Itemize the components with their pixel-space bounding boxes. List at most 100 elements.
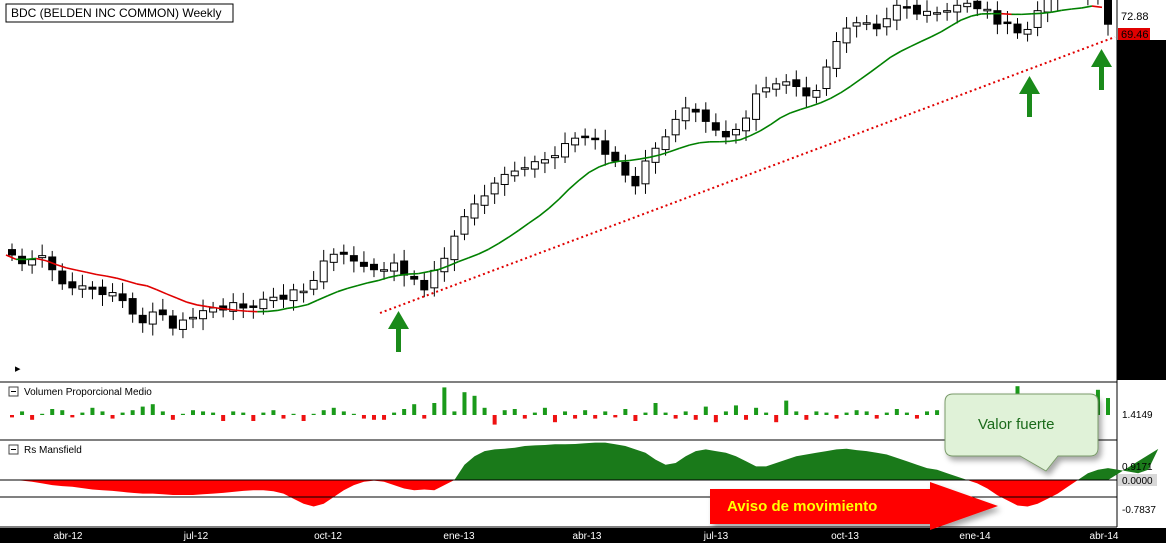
moving-average-segment (568, 179, 580, 190)
moving-average-segment (317, 295, 329, 301)
candle-body (993, 10, 1002, 25)
volume-bar (371, 415, 376, 420)
candle-body (661, 136, 670, 151)
volume-bar (914, 415, 919, 419)
candle-body (752, 93, 761, 120)
moving-average-segment (629, 158, 640, 162)
moving-average-segment (438, 265, 449, 271)
volume-bar (563, 411, 568, 415)
moving-average-segment (126, 280, 137, 285)
volume-bar (331, 407, 336, 415)
moving-average-segment (1081, 5, 1093, 9)
moving-average-segment (297, 303, 308, 308)
volume-bar (80, 412, 85, 415)
volume-bar (774, 415, 779, 423)
volume-bar (271, 410, 276, 415)
moving-average-segment (146, 285, 158, 291)
volume-bar (653, 403, 658, 415)
moving-average-segment (26, 257, 37, 261)
moving-average-segment (538, 207, 550, 217)
candle-body (912, 4, 921, 15)
volume-bar (522, 415, 527, 419)
candle-body (329, 253, 338, 263)
candle-body (259, 298, 268, 310)
volume-bar (532, 412, 537, 415)
volume-bar (784, 400, 789, 415)
moving-average-segment (649, 154, 660, 159)
moving-average-segment (287, 306, 298, 310)
volume-bar (422, 415, 427, 419)
moving-average-segment (890, 50, 902, 58)
ma-price-box (1118, 28, 1150, 40)
volume-bar (10, 415, 14, 418)
volume-bar (663, 412, 668, 415)
expand-toggle-icon[interactable]: ▸ (15, 363, 21, 375)
volume-bar (542, 407, 547, 415)
moving-average-segment (66, 267, 77, 271)
volume-bar (301, 415, 306, 421)
moving-average-segment (418, 270, 429, 275)
candle-body (430, 269, 439, 289)
moving-average-segment (307, 299, 319, 306)
candle-body (631, 175, 640, 187)
moving-average-segment (347, 284, 359, 290)
volume-bar (512, 409, 517, 415)
candle-body (299, 290, 308, 294)
volume-bar (472, 395, 477, 415)
volume-bar (814, 411, 819, 415)
moving-average-segment (578, 171, 590, 181)
volume-bar (402, 409, 407, 415)
volume-bar (130, 410, 135, 415)
volume-bar (321, 410, 326, 415)
volume-bar (311, 413, 316, 415)
moving-average-segment (739, 135, 751, 141)
volume-bar (643, 412, 648, 415)
moving-average-segment (840, 85, 852, 94)
volume-bar (623, 409, 628, 415)
candle-body (933, 12, 942, 15)
volume-bar (211, 412, 216, 415)
volume-value-label: 1.4149 (1122, 410, 1153, 421)
candle-body (128, 298, 137, 315)
candle-body (973, 0, 982, 10)
candle-body (832, 41, 841, 69)
candle-body (249, 305, 258, 308)
moving-average-segment (820, 97, 831, 104)
moving-average-line (5, 5, 1103, 313)
candle-body (1023, 28, 1032, 35)
volume-bar (603, 411, 608, 415)
moving-average-segment (910, 40, 922, 48)
candle-body (380, 269, 389, 272)
chart-title: BDC (BELDEN INC COMMON) Weekly (11, 6, 221, 20)
moving-average-segment (357, 282, 369, 287)
volume-bar (492, 415, 497, 425)
title-box (5, 3, 234, 23)
volume-bar (1106, 398, 1110, 415)
candle-body (98, 286, 107, 296)
candle-body (872, 23, 881, 30)
candle-body (611, 151, 620, 162)
candle-body (178, 319, 187, 330)
moving-average-segment (880, 56, 892, 66)
moving-average-segment (196, 304, 208, 308)
volume-bar (180, 413, 185, 415)
candle-body (540, 159, 549, 164)
moving-average-segment (136, 283, 147, 287)
rs-mansfield-area (12, 442, 1159, 507)
price-plot (8, 0, 1112, 339)
moving-average-segment (1051, 9, 1062, 13)
moving-average-segment (659, 151, 670, 156)
moving-average-segment (609, 160, 620, 164)
movement-warning-banner (710, 482, 998, 530)
volume-bar (442, 387, 447, 415)
candle-body (1043, 0, 1052, 13)
candle-body (390, 262, 399, 272)
candle-body (199, 310, 208, 320)
candle-body (943, 10, 952, 13)
x-tick-label: abr-13 (573, 531, 602, 542)
moving-average-segment (759, 124, 771, 132)
moving-average-segment (106, 275, 117, 279)
volume-bar (452, 411, 457, 415)
volume-bar (733, 405, 738, 415)
moving-average-segment (810, 102, 821, 108)
